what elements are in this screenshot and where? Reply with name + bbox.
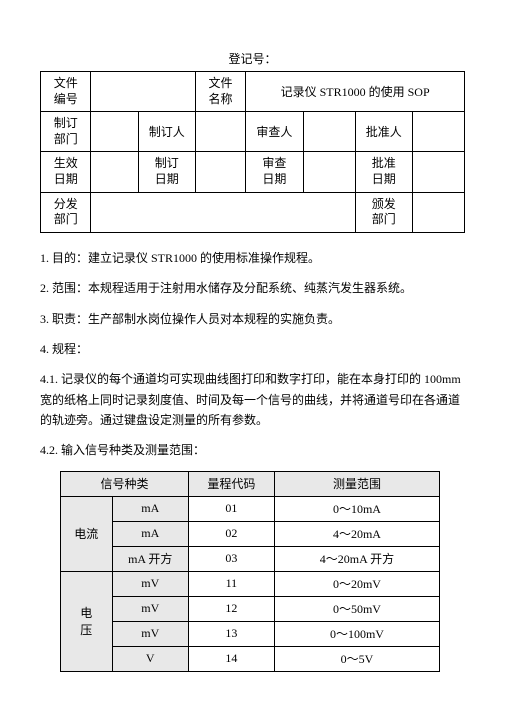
cell-code: 11 bbox=[188, 571, 274, 596]
cell-issue-dept-label: 颁发部门 bbox=[355, 192, 412, 232]
cell-code: 14 bbox=[188, 646, 274, 671]
cell-file-no-label: 文件编号 bbox=[41, 72, 91, 112]
header-table: 文件编号 文件名称 记录仪 STR1000 的使用 SOP 制订部门 制订人 审… bbox=[40, 71, 465, 233]
cell-approver-label: 批准人 bbox=[355, 112, 412, 152]
cell-group-voltage: 电压 bbox=[61, 571, 113, 671]
cell-code: 03 bbox=[188, 546, 274, 571]
cell-effective-date bbox=[91, 152, 138, 192]
cell-author-date-label: 制订日期 bbox=[138, 152, 195, 192]
cell-file-name: 记录仪 STR1000 的使用 SOP bbox=[246, 72, 465, 112]
cell-unit: V bbox=[112, 646, 188, 671]
cell-unit: mV bbox=[112, 596, 188, 621]
para-2: 2. 范围：本规程适用于注射用水储存及分配系统、纯蒸汽发生器系统。 bbox=[40, 278, 465, 298]
cell-range: 0～20mV bbox=[274, 571, 439, 596]
para-41: 4.1. 记录仪的每个通道均可实现曲线图打印和数字打印，能在本身打印的 100m… bbox=[40, 369, 465, 430]
cell-file-name-label: 文件名称 bbox=[195, 72, 245, 112]
cell-unit: mA bbox=[112, 521, 188, 546]
cell-code: 01 bbox=[188, 496, 274, 521]
cell-code: 12 bbox=[188, 596, 274, 621]
cell-approve-date-label: 批准日期 bbox=[355, 152, 412, 192]
cell-range: 0～5V bbox=[274, 646, 439, 671]
table-row: mV 13 0～100mV bbox=[61, 621, 440, 646]
cell-author-date bbox=[195, 152, 245, 192]
cell-unit: mA bbox=[112, 496, 188, 521]
cell-unit: mV bbox=[112, 571, 188, 596]
para-42: 4.2. 输入信号种类及测量范围： bbox=[40, 440, 465, 460]
table-row: 电流 mA 01 0～10mA bbox=[61, 496, 440, 521]
cell-issue-dept bbox=[412, 192, 464, 232]
table-row: mV 12 0～50mV bbox=[61, 596, 440, 621]
cell-range: 4～20mA bbox=[274, 521, 439, 546]
para-3: 3. 职责：生产部制水岗位操作人员对本规程的实施负责。 bbox=[40, 309, 465, 329]
cell-range: 4～20mA 开方 bbox=[274, 546, 439, 571]
signal-table: 信号种类 量程代码 测量范围 电流 mA 01 0～10mA mA 02 4～2… bbox=[60, 471, 440, 672]
cell-unit: mV bbox=[112, 621, 188, 646]
cell-dept-label: 制订部门 bbox=[41, 112, 91, 152]
col-signal-type: 信号种类 bbox=[61, 471, 189, 496]
cell-approve-date bbox=[412, 152, 464, 192]
cell-group-current: 电流 bbox=[61, 496, 113, 571]
cell-code: 13 bbox=[188, 621, 274, 646]
cell-unit: mA 开方 bbox=[112, 546, 188, 571]
page: 登记号： 文件编号 文件名称 记录仪 STR1000 的使用 SOP 制订部门 … bbox=[0, 0, 505, 714]
content: 1. 目的：建立记录仪 STR1000 的使用标准操作规程。 2. 范围：本规程… bbox=[40, 248, 465, 672]
cell-code: 02 bbox=[188, 521, 274, 546]
table-row: 生效日期 制订日期 审查日期 批准日期 bbox=[41, 152, 465, 192]
para-4: 4. 规程： bbox=[40, 339, 465, 359]
cell-approver bbox=[412, 112, 464, 152]
cell-range: 0～100mV bbox=[274, 621, 439, 646]
cell-reviewer bbox=[303, 112, 355, 152]
col-measure-range: 测量范围 bbox=[274, 471, 439, 496]
reg-number-label: 登记号： bbox=[40, 50, 465, 67]
col-range-code: 量程代码 bbox=[188, 471, 274, 496]
table-row: 分发部门 颁发部门 bbox=[41, 192, 465, 232]
table-row: 制订部门 制订人 审查人 批准人 bbox=[41, 112, 465, 152]
cell-author bbox=[195, 112, 245, 152]
cell-review-date-label: 审查日期 bbox=[246, 152, 303, 192]
table-row: mA 开方 03 4～20mA 开方 bbox=[61, 546, 440, 571]
cell-effective-date-label: 生效日期 bbox=[41, 152, 91, 192]
cell-range: 0～50mV bbox=[274, 596, 439, 621]
table-row: V 14 0～5V bbox=[61, 646, 440, 671]
table-row: 信号种类 量程代码 测量范围 bbox=[61, 471, 440, 496]
cell-dept bbox=[91, 112, 138, 152]
cell-review-date bbox=[303, 152, 355, 192]
cell-dist-dept-label: 分发部门 bbox=[41, 192, 91, 232]
table-row: 文件编号 文件名称 记录仪 STR1000 的使用 SOP bbox=[41, 72, 465, 112]
table-row: 电压 mV 11 0～20mV bbox=[61, 571, 440, 596]
cell-author-label: 制订人 bbox=[138, 112, 195, 152]
table-row: mA 02 4～20mA bbox=[61, 521, 440, 546]
para-1: 1. 目的：建立记录仪 STR1000 的使用标准操作规程。 bbox=[40, 248, 465, 268]
cell-reviewer-label: 审查人 bbox=[246, 112, 303, 152]
cell-range: 0～10mA bbox=[274, 496, 439, 521]
cell-file-no bbox=[91, 72, 195, 112]
cell-dist-dept bbox=[91, 192, 355, 232]
